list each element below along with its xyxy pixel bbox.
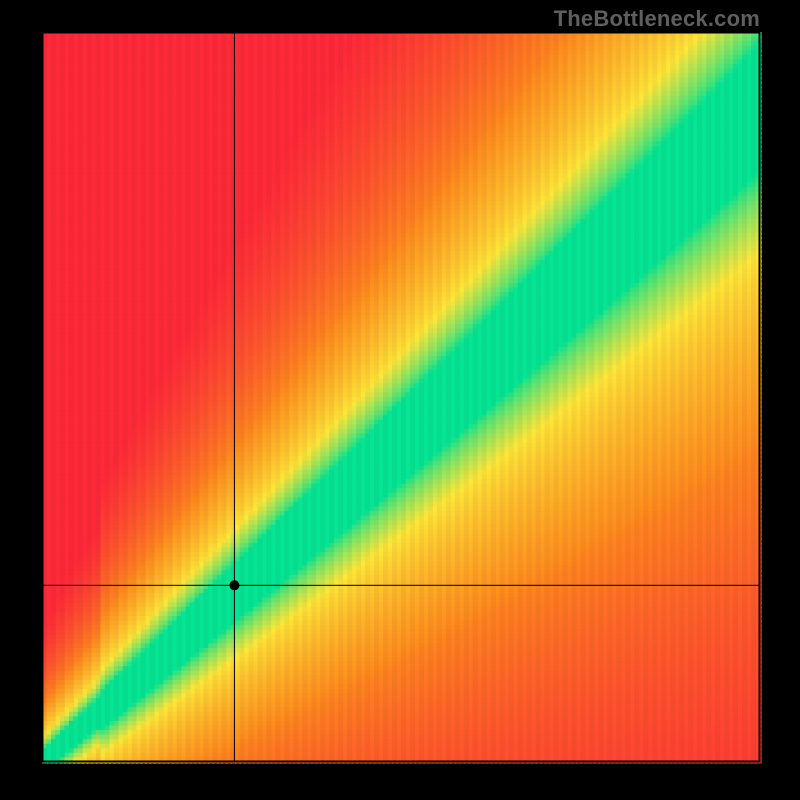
heatmap-canvas	[0, 0, 800, 800]
watermark-text: TheBottleneck.com	[554, 6, 760, 32]
stage: TheBottleneck.com	[0, 0, 800, 800]
